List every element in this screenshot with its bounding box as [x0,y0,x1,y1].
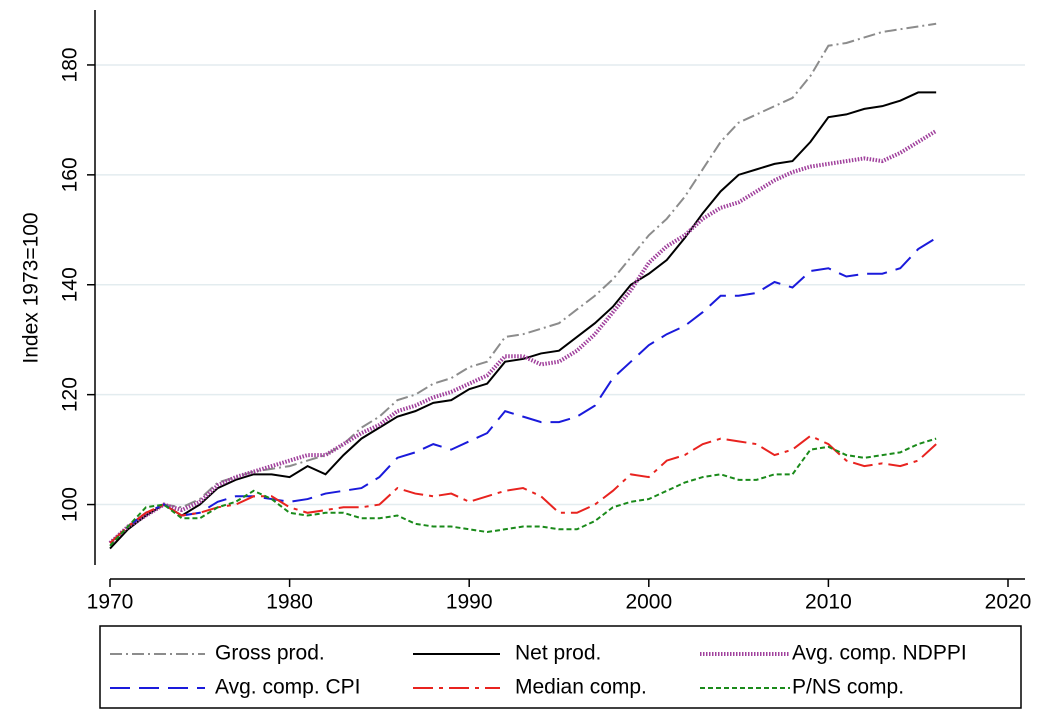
legend-label: Median comp. [515,676,647,699]
legend-label: Avg. comp. CPI [215,676,361,699]
y-tick-label: 180 [59,47,82,82]
x-tick-label: 2020 [985,591,1032,614]
y-tick-label: 100 [59,487,82,522]
y-tick-label: 160 [59,157,82,192]
legend-label: Avg. comp. NDPPI [792,642,967,665]
series-line [109,434,937,544]
y-tick-label: 120 [59,377,82,412]
y-axis-label: Index 1973=100 [20,212,43,363]
series-line [109,22,937,544]
legend-label: Net prod. [515,642,601,665]
series-line [109,237,937,544]
series-line [109,437,937,547]
x-tick-label: 2000 [625,591,672,614]
legend-label: Gross prod. [215,642,325,665]
series-line [109,91,937,550]
x-tick-label: 1970 [87,591,134,614]
legend-label: P/NS comp. [792,676,904,699]
x-tick-label: 1980 [266,591,313,614]
x-tick-label: 2010 [805,591,852,614]
y-tick-label: 140 [59,267,82,302]
legend-box [99,625,1022,709]
x-tick-label: 1990 [446,591,493,614]
